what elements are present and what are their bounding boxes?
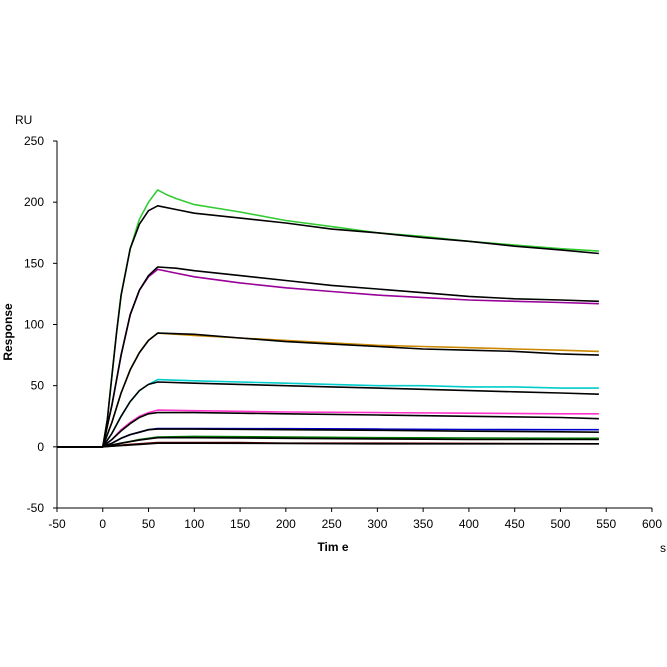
x-tick-label: 50 [142,517,156,531]
y-tick-label: -50 [27,501,45,515]
x-tick-label: 350 [413,517,433,531]
y-tick-label: 100 [24,318,44,332]
response-curve-2 [57,268,599,448]
x-tick-label: 250 [322,517,342,531]
x-tick-label: 150 [230,517,250,531]
fit-curve-3 [57,266,599,448]
fit-curve-7 [57,381,599,448]
x-tick-label: -50 [48,517,66,531]
x-tick-label: 500 [550,517,570,531]
x-tick-label: 450 [505,517,525,531]
fit-curve-11 [57,428,599,448]
y-axis-title: Response [1,303,15,361]
series-layer [57,189,599,448]
y-tick-label: 150 [24,256,44,270]
x-tick-label: 300 [367,517,387,531]
x-tick-label: 0 [99,517,106,531]
x-axis-title: Tim e [317,540,348,554]
y-tick-label: 0 [37,440,44,454]
x-tick-label: 550 [596,517,616,531]
fit-curve-9 [57,411,599,448]
x-unit-label: s [660,541,666,555]
fit-curve-15 [57,442,599,448]
y-unit-label: RU [15,113,32,127]
x-tick-label: 400 [459,517,479,531]
x-tick-label: 200 [276,517,296,531]
fit-curve-13 [57,436,599,448]
x-tick-label: 100 [184,517,204,531]
y-tick-label: 200 [24,195,44,209]
y-tick-label: 50 [31,379,45,393]
axes-layer [56,141,652,509]
fit-curve-1 [57,205,599,448]
x-tick-label: 600 [642,517,662,531]
ticks-layer: -50 0 50 100 150 200 250 -50 0 50 100 150 200 250 300 3… [24,134,662,531]
y-tick-label: 250 [24,134,44,148]
fit-curve-5 [57,332,599,448]
